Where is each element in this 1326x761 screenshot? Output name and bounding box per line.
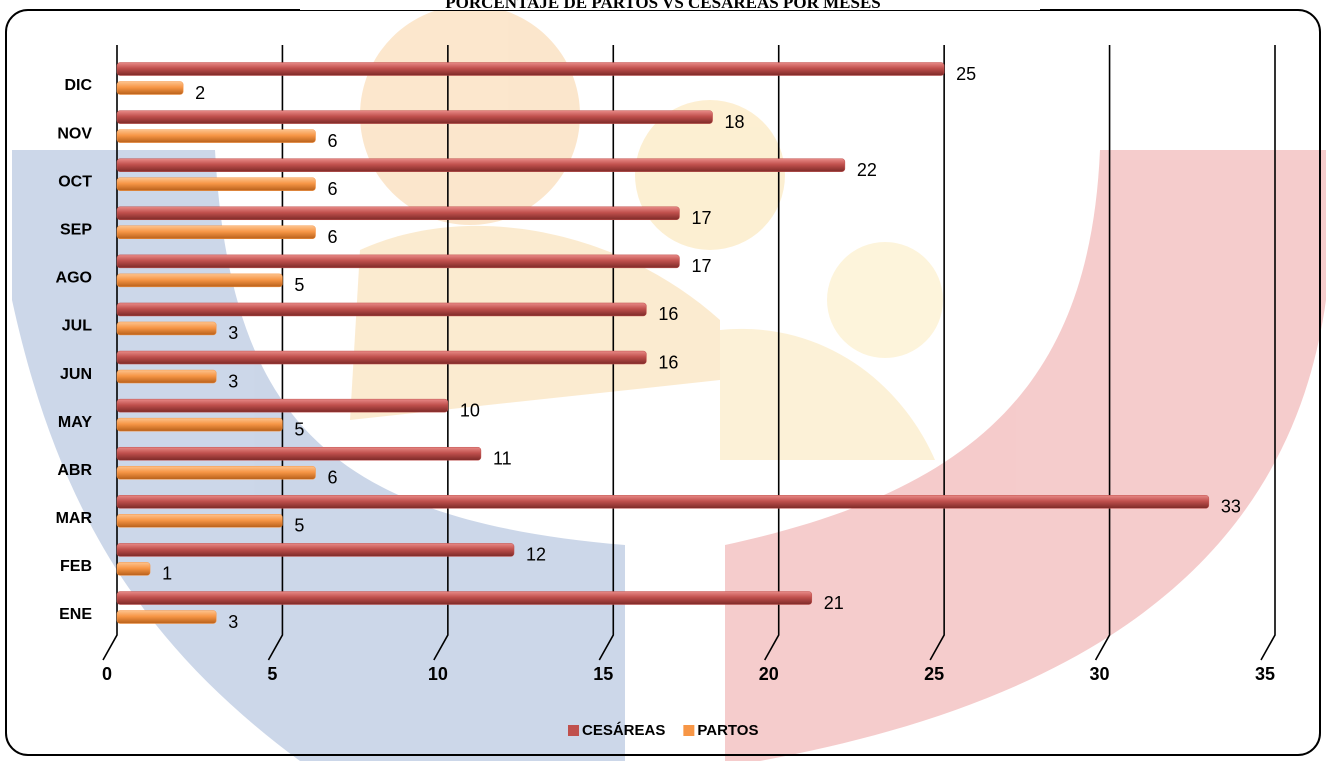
value-label: 33 (1221, 497, 1241, 517)
legend-swatch (568, 725, 579, 736)
value-label: 11 (493, 448, 512, 468)
bar (116, 129, 316, 143)
value-label: 6 (328, 131, 338, 151)
x-tick-label: 25 (924, 664, 944, 684)
bar (116, 273, 283, 288)
x-tick-label: 30 (1090, 664, 1110, 684)
value-label: 25 (956, 64, 976, 84)
grid-line (102, 45, 118, 661)
y-tick-label: MAY (58, 414, 92, 431)
value-label: 12 (526, 545, 546, 565)
chart-title: PORCENTAJE DE PARTOS VS CESÁREAS POR MES… (445, 0, 881, 12)
grid-line (1094, 45, 1111, 661)
value-label: 6 (328, 179, 338, 199)
bar (116, 321, 217, 336)
x-tick-label: 5 (267, 664, 277, 684)
title-backing (300, 0, 1040, 10)
bar (116, 562, 151, 576)
legend-swatch (683, 725, 695, 736)
y-tick-label: ABR (57, 462, 92, 479)
grid-line (433, 45, 449, 661)
grid-line (267, 45, 284, 661)
bar (116, 610, 217, 624)
bar (116, 369, 217, 384)
value-label: 3 (228, 371, 238, 391)
value-label: 16 (658, 304, 678, 324)
grid-line (764, 45, 780, 661)
x-tick-label: 0 (102, 664, 112, 684)
bar (116, 206, 680, 221)
grid-line (598, 45, 615, 661)
bar (116, 465, 316, 480)
y-tick-label: DIC (64, 77, 92, 94)
value-label: 1 (162, 564, 172, 584)
value-label: 5 (294, 516, 304, 536)
value-label: 22 (857, 160, 877, 180)
bar (116, 225, 316, 240)
legend: CESÁREAS PARTOS (568, 722, 758, 739)
bar (116, 62, 945, 76)
y-tick-label: SEP (60, 221, 92, 238)
value-label: 6 (328, 227, 338, 247)
x-tick-label: 35 (1255, 664, 1275, 684)
legend-label: CESÁREAS (582, 722, 665, 739)
value-label: 3 (228, 323, 238, 343)
y-tick-label: NOV (57, 125, 92, 142)
bar (116, 398, 449, 413)
value-label: 21 (824, 593, 844, 613)
bar (116, 514, 283, 528)
bar (116, 417, 283, 432)
x-tick-label: 15 (593, 664, 613, 684)
value-label: 2 (195, 83, 205, 103)
bar (116, 350, 647, 365)
bar (116, 495, 1210, 509)
bar (116, 81, 184, 95)
bar (116, 543, 515, 557)
value-label: 17 (691, 208, 711, 228)
bar (116, 177, 316, 191)
value-label: 6 (328, 467, 338, 487)
bar (116, 591, 813, 605)
bar (116, 254, 680, 269)
bar (116, 302, 647, 317)
legend-label: PARTOS (697, 722, 758, 739)
value-label: 18 (725, 112, 745, 132)
y-tick-label: AGO (56, 270, 92, 287)
value-label: 10 (460, 400, 480, 420)
y-tick-label: ENE (59, 606, 92, 623)
value-label: 16 (658, 352, 678, 372)
value-label: 17 (691, 256, 711, 276)
y-tick-label: JUN (60, 366, 92, 383)
bar (116, 158, 846, 172)
y-tick-label: MAR (56, 510, 93, 527)
bar (116, 446, 482, 461)
bar (116, 110, 713, 124)
value-label: 3 (228, 612, 238, 632)
y-tick-label: FEB (60, 558, 92, 575)
x-tick-label: 10 (428, 664, 448, 684)
grid-line (1260, 45, 1276, 661)
value-label: 5 (294, 419, 304, 439)
y-tick-label: JUL (62, 318, 92, 335)
plot-area: 0 5 10 15 20 25 30 35ENE213FEB121MAR335ABR116MA… (56, 45, 1276, 684)
value-label: 5 (294, 275, 304, 295)
grid-line (929, 45, 945, 661)
x-tick-label: 20 (759, 664, 779, 684)
y-tick-label: OCT (58, 173, 92, 190)
